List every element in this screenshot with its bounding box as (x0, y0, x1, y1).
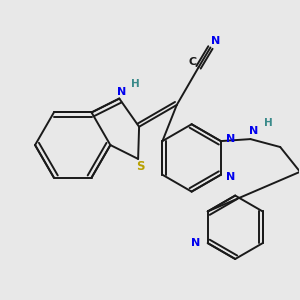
Text: C: C (188, 57, 197, 68)
Text: S: S (136, 160, 144, 173)
Text: N: N (191, 238, 200, 248)
Text: H: H (264, 118, 273, 128)
Text: H: H (131, 79, 140, 89)
Text: N: N (226, 134, 235, 144)
Text: N: N (211, 36, 220, 46)
Text: N: N (226, 172, 235, 182)
Text: N: N (117, 87, 126, 97)
Text: N: N (249, 126, 258, 136)
